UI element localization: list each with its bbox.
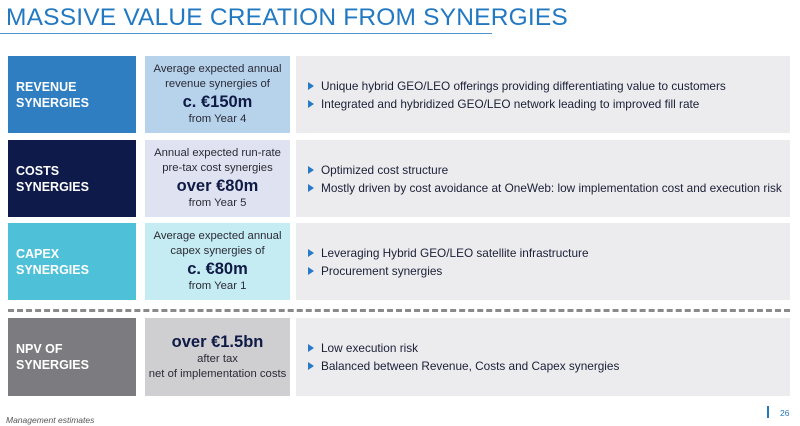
bullet-text: Leveraging Hybrid GEO/LEO satellite infr…: [321, 245, 589, 260]
bullet-triangle-icon: [308, 266, 314, 275]
bullet-triangle-icon: [308, 99, 314, 108]
detail-bullet: Balanced between Revenue, Costs and Cape…: [308, 357, 790, 375]
value-amount: over €1.5bn: [171, 333, 264, 351]
detail-bullet: Low execution risk: [308, 339, 790, 357]
row-label-line: SYNERGIES: [16, 179, 89, 194]
capex-synergies-details: Leveraging Hybrid GEO/LEO satellite infr…: [296, 223, 790, 300]
title-underline: [0, 33, 492, 34]
value-timing: from Year 4: [188, 113, 247, 125]
value-amount: over €80m: [176, 177, 259, 195]
npv-synergies-label: NPV OF SYNERGIES: [8, 318, 136, 396]
bullet-text: Low execution risk: [321, 341, 419, 355]
npv-synergies-details: Low execution risk Balanced between Reve…: [296, 318, 790, 396]
bullet-triangle-icon: [308, 81, 314, 90]
bullet-triangle-icon: [308, 248, 314, 257]
row-label-line: REVENUE: [16, 79, 77, 94]
costs-synergies-details: Optimized cost structure Mostly driven b…: [296, 140, 790, 217]
value-amount: c. €150m: [182, 93, 253, 111]
capex-synergies-label: CAPEX SYNERGIES: [8, 223, 136, 300]
dashed-separator: [8, 309, 790, 312]
value-description: pre-tax cost synergies: [162, 162, 273, 174]
footnote: Management estimates: [6, 415, 95, 425]
value-description: capex synergies of: [170, 245, 265, 257]
detail-bullet: Procurement synergies: [308, 262, 790, 280]
npv-synergies-row: NPV OF SYNERGIES over €1.5bn after tax n…: [0, 318, 800, 396]
costs-synergies-row: COSTS SYNERGIES Annual expected run-rate…: [0, 140, 800, 217]
npv-synergies-value-box: over €1.5bn after tax net of implementat…: [145, 318, 290, 396]
value-description: net of implementation costs: [148, 368, 287, 380]
value-timing: after tax: [197, 353, 238, 365]
revenue-synergies-value-box: Average expected annual revenue synergie…: [145, 56, 290, 133]
revenue-synergies-details: Unique hybrid GEO/LEO offerings providin…: [296, 56, 790, 133]
value-timing: from Year 5: [188, 197, 247, 209]
bullet-text: Procurement synergies: [321, 263, 443, 278]
bullet-triangle-icon: [308, 165, 314, 174]
value-description: Average expected annual: [153, 63, 282, 75]
costs-synergies-value-box: Annual expected run-rate pre-tax cost sy…: [145, 140, 290, 217]
detail-bullet: Leveraging Hybrid GEO/LEO satellite infr…: [308, 244, 790, 262]
value-description: revenue synergies of: [165, 78, 270, 90]
capex-synergies-value-box: Average expected annual capex synergies …: [145, 223, 290, 300]
bullet-triangle-icon: [308, 344, 314, 352]
detail-bullet: Integrated and hybridized GEO/LEO networ…: [308, 95, 790, 113]
capex-synergies-row: CAPEX SYNERGIES Average expected annual …: [0, 223, 800, 300]
value-amount: c. €80m: [187, 260, 248, 278]
row-label-line: CAPEX: [16, 246, 60, 261]
bullet-text: Integrated and hybridized GEO/LEO networ…: [321, 96, 700, 111]
detail-bullet: Mostly driven by cost avoidance at OneWe…: [308, 179, 790, 197]
row-label-line: NPV OF: [16, 342, 63, 356]
page-title: MASSIVE VALUE CREATION FROM SYNERGIES: [6, 4, 568, 31]
bullet-text: Unique hybrid GEO/LEO offerings providin…: [321, 78, 726, 93]
revenue-synergies-row: REVENUE SYNERGIES Average expected annua…: [0, 56, 800, 133]
row-label-line: COSTS: [16, 163, 60, 178]
page-number: 26: [780, 408, 790, 418]
detail-bullet: Unique hybrid GEO/LEO offerings providin…: [308, 77, 790, 95]
bullet-text: Optimized cost structure: [321, 162, 449, 177]
value-timing: from Year 1: [188, 280, 247, 292]
page-number-marker: [767, 406, 769, 418]
revenue-synergies-label: REVENUE SYNERGIES: [8, 56, 136, 133]
row-label-line: SYNERGIES: [16, 358, 89, 372]
bullet-text: Balanced between Revenue, Costs and Cape…: [321, 359, 620, 373]
row-label-line: SYNERGIES: [16, 95, 89, 110]
value-description: Annual expected run-rate: [154, 147, 281, 159]
bullet-triangle-icon: [308, 183, 314, 192]
costs-synergies-label: COSTS SYNERGIES: [8, 140, 136, 217]
row-label-line: SYNERGIES: [16, 262, 89, 277]
bullet-text: Mostly driven by cost avoidance at OneWe…: [321, 180, 782, 195]
value-description: Average expected annual: [153, 230, 282, 242]
detail-bullet: Optimized cost structure: [308, 161, 790, 179]
bullet-triangle-icon: [308, 362, 314, 370]
